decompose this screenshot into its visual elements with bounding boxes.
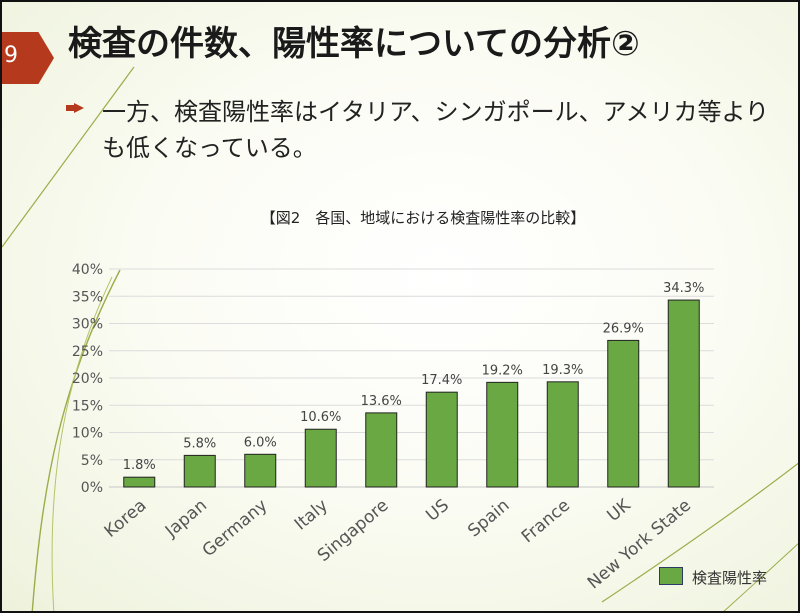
bar — [546, 381, 579, 488]
x-tick-label: Germany — [199, 496, 272, 562]
bar — [183, 454, 216, 488]
legend-swatch — [659, 567, 683, 585]
bullet-text: 一方、検査陽性率はイタリア、シンガポール、アメリカ等よりも低くなっている。 — [102, 98, 769, 162]
bar — [425, 391, 458, 488]
x-tick-label: Japan — [161, 496, 211, 542]
page-number: 9 — [4, 43, 18, 68]
bar — [667, 299, 700, 488]
y-tick-label: 5% — [81, 453, 103, 469]
x-tick-label: UK — [604, 495, 636, 526]
y-tick-label: 15% — [72, 398, 103, 414]
data-label: 17.4% — [421, 373, 462, 388]
data-label: 34.3% — [663, 281, 704, 296]
slide-title: 検査の件数、陽性率についての分析② — [68, 24, 640, 64]
data-label: 6.0% — [244, 435, 277, 450]
y-tick-label: 30% — [72, 317, 103, 333]
y-tick-label: 35% — [72, 289, 103, 305]
bar — [365, 412, 398, 488]
bar — [607, 339, 640, 488]
data-label: 26.9% — [603, 321, 644, 336]
y-tick-label: 40% — [72, 262, 103, 278]
data-label: 1.8% — [123, 458, 156, 473]
bar — [244, 453, 277, 488]
data-label: 13.6% — [361, 394, 402, 409]
bar — [486, 381, 519, 488]
x-tick-label: Korea — [101, 496, 151, 542]
y-tick-label: 25% — [72, 344, 103, 360]
bar — [304, 428, 337, 488]
x-tick-label: France — [518, 496, 574, 548]
x-tick-label: Spain — [464, 496, 513, 542]
bar — [123, 476, 156, 488]
bullet-arrow-icon — [66, 103, 84, 113]
x-tick-label: US — [422, 496, 453, 526]
x-tick-label: Italy — [291, 496, 332, 535]
data-label: 5.8% — [183, 436, 216, 451]
chart-title: 【図2 各国、地域における検査陽性率の比較】 — [261, 209, 586, 227]
data-label: 19.3% — [542, 363, 583, 378]
y-tick-label: 10% — [72, 426, 103, 442]
data-label: 10.6% — [300, 410, 341, 425]
legend-label: 検査陽性率 — [692, 569, 768, 587]
data-label: 19.2% — [482, 363, 523, 378]
y-tick-label: 0% — [81, 480, 103, 496]
y-tick-label: 20% — [72, 371, 103, 387]
